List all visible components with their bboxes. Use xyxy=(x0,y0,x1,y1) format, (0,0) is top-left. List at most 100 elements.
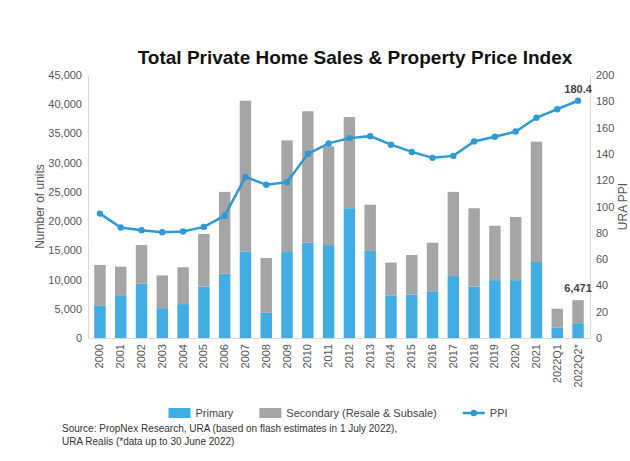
bar xyxy=(427,243,438,292)
x-tick: 2020 xyxy=(509,338,521,368)
y2-tick: 160 xyxy=(590,122,614,134)
line-marker xyxy=(367,133,373,139)
annotation: 6,471 xyxy=(564,282,592,294)
y2-tick-label: 40 xyxy=(596,279,608,291)
legend-swatch xyxy=(168,408,190,418)
y2-tick: 20 xyxy=(590,306,608,318)
x-tick: 2008 xyxy=(260,338,272,368)
x-tick-label: 2003 xyxy=(156,344,168,368)
y2-tick-label: 140 xyxy=(596,148,614,160)
y-axis-title: Number of units xyxy=(33,164,47,249)
x-tick-label: 2001 xyxy=(114,344,126,368)
x-tick: 2017 xyxy=(447,338,459,368)
y2-tick: 40 xyxy=(590,279,608,291)
bar xyxy=(136,284,147,338)
legend-item: Primary xyxy=(168,407,233,419)
y-axis: 05,00010,00015,00020,00025,00030,00035,0… xyxy=(48,69,88,344)
bar xyxy=(344,208,355,338)
x-tick: 2022Q2* xyxy=(572,338,584,387)
line-marker xyxy=(284,179,290,185)
legend-marker xyxy=(471,410,477,416)
bar xyxy=(261,258,272,313)
x-tick: 2015 xyxy=(405,338,417,368)
bar xyxy=(489,226,500,280)
y2-tick-label: 80 xyxy=(596,227,608,239)
x-tick-label: 2022Q2* xyxy=(572,343,584,387)
y-tick-label: 5,000 xyxy=(54,303,82,315)
line-marker xyxy=(242,174,248,180)
x-tick-label: 2012 xyxy=(343,344,355,368)
y-tick-label: 35,000 xyxy=(48,127,82,139)
bar xyxy=(177,267,188,304)
line-marker xyxy=(512,128,518,134)
line-marker xyxy=(554,106,560,112)
bar xyxy=(489,280,500,338)
line-marker xyxy=(346,135,352,141)
x-tick-label: 2005 xyxy=(197,344,209,368)
x-tick-label: 2000 xyxy=(93,344,105,368)
chart-container: Total Private Home Sales & Property Pric… xyxy=(0,0,630,461)
y-tick-label: 40,000 xyxy=(48,98,82,110)
x-tick: 2006 xyxy=(218,338,230,368)
line-marker xyxy=(263,182,269,188)
x-tick: 2007 xyxy=(239,338,251,368)
y2-tick-label: 100 xyxy=(596,201,614,213)
y2-axis: 020406080100120140160180200 xyxy=(590,69,614,344)
x-tick-label: 2020 xyxy=(509,344,521,368)
x-axis: 2000200120022003200420052006200720082009… xyxy=(89,338,591,387)
legend-item: Secondary (Resale & Subsale) xyxy=(259,407,436,419)
x-tick-label: 2022Q1 xyxy=(551,344,563,383)
bar xyxy=(510,280,521,338)
y2-tick: 100 xyxy=(590,201,614,213)
bar xyxy=(177,304,188,338)
x-tick: 2016 xyxy=(426,338,438,368)
bar xyxy=(385,295,396,338)
line-marker xyxy=(180,228,186,234)
x-tick-label: 2013 xyxy=(364,344,376,368)
line-marker xyxy=(575,98,581,104)
y2-tick: 0 xyxy=(590,332,602,344)
y2-tick-label: 0 xyxy=(596,332,602,344)
x-tick-label: 2019 xyxy=(488,344,500,368)
x-tick-label: 2021 xyxy=(530,344,542,368)
bar-series xyxy=(94,208,584,338)
y2-tick-label: 160 xyxy=(596,122,614,134)
x-tick: 2002 xyxy=(135,338,147,368)
y-tick: 5,000 xyxy=(54,303,88,315)
bar xyxy=(385,263,396,296)
y-tick: 10,000 xyxy=(48,274,88,286)
x-tick: 2019 xyxy=(488,338,500,368)
bar xyxy=(240,252,251,338)
legend-swatch xyxy=(259,408,281,418)
bar xyxy=(136,245,147,284)
y2-tick: 140 xyxy=(590,148,614,160)
y2-tick: 80 xyxy=(590,227,608,239)
y-tick-label: 30,000 xyxy=(48,157,82,169)
plot-area xyxy=(94,98,584,338)
x-tick: 2003 xyxy=(156,338,168,368)
line xyxy=(100,101,578,232)
x-tick: 2005 xyxy=(197,338,209,368)
y2-tick-label: 60 xyxy=(596,253,608,265)
y2-tick-label: 200 xyxy=(596,69,614,81)
bar xyxy=(468,287,479,338)
legend-item: PPI xyxy=(463,407,508,419)
bar xyxy=(115,267,126,296)
y-tick-label: 20,000 xyxy=(48,215,82,227)
line-marker xyxy=(138,227,144,233)
y-tick: 30,000 xyxy=(48,157,88,169)
x-tick: 2013 xyxy=(364,338,376,368)
line-marker xyxy=(97,210,103,216)
x-tick-label: 2007 xyxy=(239,344,251,368)
y2-tick-label: 120 xyxy=(596,174,614,186)
bar xyxy=(344,117,355,208)
y2-axis-line xyxy=(590,76,591,339)
line-marker xyxy=(325,140,331,146)
x-tick-label: 2008 xyxy=(260,344,272,368)
annotation: 180.4 xyxy=(564,83,592,95)
line-marker xyxy=(429,155,435,161)
x-tick-label: 2017 xyxy=(447,344,459,368)
line-marker xyxy=(409,149,415,155)
y-tick: 40,000 xyxy=(48,98,88,110)
legend-label: PPI xyxy=(490,407,508,419)
